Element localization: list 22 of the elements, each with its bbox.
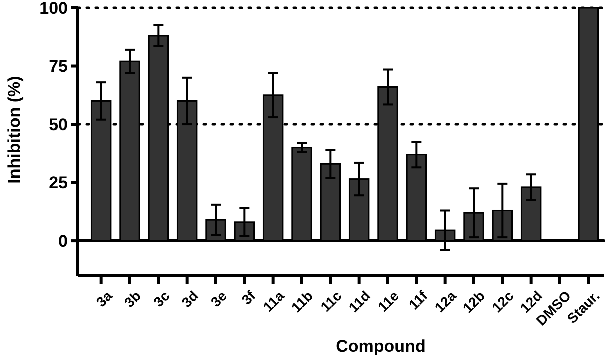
y-tick-label: 75 [49,57,68,76]
y-axis-title: Inhibition (%) [5,76,24,184]
x-tick-label: 12b [460,288,488,316]
y-tick-label: 100 [40,0,68,18]
x-tick-label: 3a [93,288,116,310]
y-tick-label: 0 [58,232,68,251]
x-tick-label: 3c [150,288,173,310]
x-tick-label: 12a [432,288,460,316]
x-tick-label: 11b [288,288,316,316]
x-tick-label: 11a [260,288,288,316]
y-tick-label: 50 [49,115,68,134]
x-tick-label: 11c [317,288,345,316]
x-axis-title: Compound [336,337,426,356]
y-tick-label: 25 [49,174,68,193]
x-tick-label: 3b [121,288,144,311]
x-tick-label: 3e [208,288,230,310]
x-tick-label: 3f [238,288,259,308]
x-tick-label: 12c [488,288,517,316]
x-tick-label: 11d [346,288,374,316]
x-tick-label: 11f [406,288,431,313]
x-tick-label: 3d [178,288,202,311]
x-tick-label: 11e [374,288,402,316]
